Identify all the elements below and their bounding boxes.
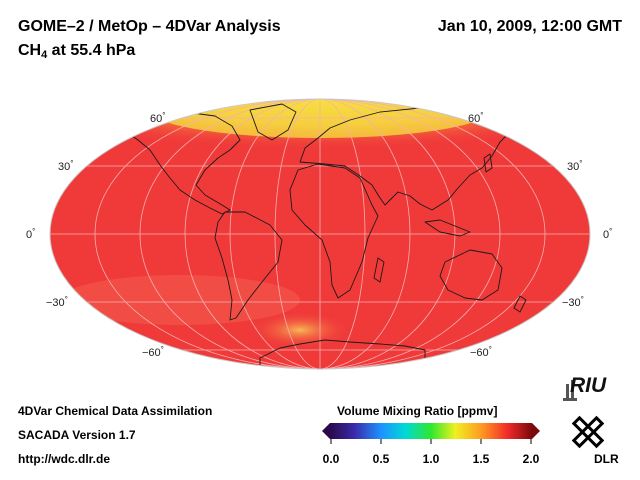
meridian-120 [139, 99, 501, 369]
lat-label-60n-right: 60° [468, 111, 484, 125]
north-america-coast [119, 111, 241, 215]
colorbar-high-arrow [532, 423, 540, 439]
lat-label-0-right: 0° [603, 227, 613, 241]
south-pacific-band [60, 275, 300, 325]
colorbar-low-arrow [322, 423, 330, 439]
colorbar-label-4: 2.0 [522, 452, 540, 466]
coastlines [119, 103, 527, 369]
lat-label-60n-left: 60° [150, 111, 166, 125]
colorbar-title: Volume Mixing Ratio [ppmv] [337, 404, 498, 418]
riu-logo-text: RIU [570, 374, 607, 397]
madagascar-coast [373, 257, 385, 283]
map-datetime: Jan 10, 2009, 12:00 GMT [437, 18, 622, 35]
lat-label-0-left: 0° [26, 227, 36, 241]
map-subtitle: CH4 at 55.4 hPa [18, 42, 135, 61]
subtitle-level: at 55.4 hPa [47, 42, 136, 59]
dlr-logo-text: DLR [594, 452, 619, 466]
lat-label-60s-left: −60° [142, 345, 164, 359]
meridian-150 [94, 99, 546, 369]
antarctica-coast [259, 339, 426, 369]
meridian-90 [184, 99, 456, 369]
new-zealand-coast [513, 295, 527, 313]
colorbar-label-0: 0.0 [322, 452, 340, 466]
subtitle-species: CH [18, 42, 42, 59]
colorbar-label-1: 0.5 [372, 452, 390, 466]
riu-logo-icon [563, 380, 577, 401]
colorbar-gradient [330, 423, 532, 439]
greenland-coast [249, 103, 297, 141]
lat-label-30s-right: −30° [562, 295, 584, 309]
eurasia-coast [299, 107, 511, 211]
meridian-60 [229, 99, 411, 369]
lat-label-60s-right: −60° [470, 345, 492, 359]
footer-version: SACADA Version 1.7 [18, 428, 136, 442]
footer-assimilation: 4DVar Chemical Data Assimilation [18, 404, 213, 418]
antarctic-high-values [250, 312, 350, 348]
dlr-logo-icon [571, 415, 605, 449]
colorbar-ticks [330, 439, 532, 444]
japan-coast [483, 153, 493, 173]
australia-coast [439, 249, 503, 301]
map-title: GOME–2 / MetOp – 4DVar Analysis [18, 18, 281, 35]
colorbar-label-3: 1.5 [472, 452, 490, 466]
subtitle-subscript: 4 [41, 49, 48, 61]
graticule [50, 99, 590, 369]
africa-coast [289, 163, 379, 299]
map-outline [49, 98, 591, 370]
lat-label-30n-right: 30° [567, 159, 583, 173]
meridian-30 [274, 99, 366, 369]
lat-label-30s-left: −30° [46, 295, 68, 309]
footer-url[interactable]: http://wdc.dlr.de [18, 452, 110, 466]
lat-label-30n-left: 30° [58, 159, 74, 173]
map-field [50, 99, 590, 369]
colorbar-label-2: 1.0 [422, 452, 440, 466]
south-america-coast [214, 211, 283, 321]
indonesia-coast [424, 219, 471, 237]
